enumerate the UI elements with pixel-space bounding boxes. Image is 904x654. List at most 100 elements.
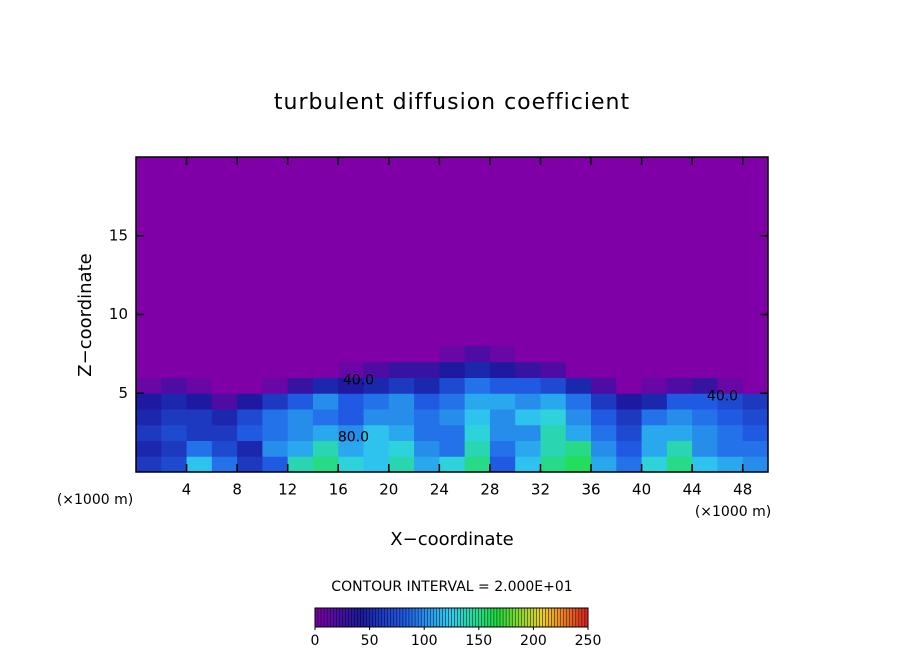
heat-cell xyxy=(312,346,339,363)
heat-cell xyxy=(338,440,365,457)
heat-cell xyxy=(439,456,466,473)
colorbar-strip xyxy=(508,607,513,628)
heat-cell xyxy=(666,377,693,394)
heat-cell xyxy=(388,346,415,363)
heat-cell xyxy=(388,393,415,410)
x-tick-label: 16 xyxy=(329,481,348,499)
heat-cell xyxy=(414,393,440,410)
colorbar-strip xyxy=(527,607,531,628)
heat-cell xyxy=(540,424,567,441)
colorbar-strip xyxy=(560,607,564,628)
heat-cell xyxy=(186,424,213,441)
heat-cell xyxy=(489,440,516,457)
colorbar-strip xyxy=(511,607,516,628)
heat-cell xyxy=(287,409,314,426)
heat-cell xyxy=(515,377,541,394)
heat-cell xyxy=(287,346,314,363)
heat-cell xyxy=(439,346,466,363)
heat-cell xyxy=(565,377,592,394)
colorbar-strip xyxy=(578,607,583,628)
heat-cell xyxy=(262,456,289,473)
heat-cell xyxy=(237,377,263,394)
x-tick-label: 8 xyxy=(232,481,242,499)
heat-cell xyxy=(338,346,365,363)
colorbar-strip xyxy=(345,607,349,628)
heat-cell xyxy=(591,346,617,363)
heat-cell xyxy=(591,377,617,394)
heat-cell xyxy=(338,409,365,426)
heat-cell xyxy=(540,456,567,473)
colorbar-strip xyxy=(363,607,367,628)
heat-cell xyxy=(262,361,289,378)
heat-cell xyxy=(591,361,617,378)
heat-cell xyxy=(363,440,390,457)
heat-cell xyxy=(414,346,440,363)
heat-cell xyxy=(489,377,516,394)
heat-cell xyxy=(388,409,415,426)
heat-cell xyxy=(161,393,188,410)
colorbar-strip xyxy=(551,607,555,628)
heat-cell xyxy=(237,456,263,473)
heat-cell xyxy=(439,409,466,426)
heat-cell xyxy=(464,346,491,363)
heat-cell xyxy=(565,440,592,457)
heat-cell xyxy=(211,424,238,441)
heat-cell xyxy=(161,424,188,441)
heat-cell xyxy=(186,409,213,426)
x-axis-label: X−coordinate xyxy=(390,529,513,550)
y-unit: (×1000 m) xyxy=(57,492,133,508)
heat-cell xyxy=(388,456,415,473)
colorbar-strip xyxy=(448,607,452,628)
heat-cell xyxy=(136,377,162,394)
heat-cell xyxy=(237,440,263,457)
contour-label: 80.0 xyxy=(338,429,369,445)
heat-cell xyxy=(540,393,567,410)
colorbar-strip xyxy=(463,607,467,628)
heat-cell xyxy=(692,361,718,378)
heat-cell xyxy=(717,393,744,410)
heat-cell xyxy=(692,440,718,457)
heat-cell xyxy=(237,361,263,378)
heat-cell xyxy=(136,424,162,441)
colorbar-strip xyxy=(569,607,574,628)
heat-cell xyxy=(515,409,541,426)
heat-cell xyxy=(464,440,491,457)
colorbar-strip xyxy=(417,607,422,628)
heat-cell xyxy=(312,409,339,426)
colorbar-strip xyxy=(499,607,504,628)
heat-cell xyxy=(161,361,188,378)
heat-cell xyxy=(262,424,289,441)
colorbar-strip xyxy=(339,607,343,628)
heat-cell xyxy=(540,409,567,426)
heat-cell xyxy=(666,361,693,378)
heat-cell xyxy=(692,377,718,394)
heat-cell xyxy=(641,377,668,394)
colorbar-strip xyxy=(323,607,328,628)
heat-cell xyxy=(489,361,516,378)
x-tick-label: 28 xyxy=(480,481,499,499)
heat-cell xyxy=(692,409,718,426)
heat-cell xyxy=(338,377,365,394)
colorbar-strip xyxy=(557,607,561,628)
heat-cell xyxy=(161,346,188,363)
colorbar-tick-label: 200 xyxy=(520,633,547,649)
heat-cell xyxy=(186,393,213,410)
x-tick-label: 20 xyxy=(379,481,398,499)
heat-cell xyxy=(692,393,718,410)
heat-cell xyxy=(717,346,744,363)
heat-cell xyxy=(666,456,693,473)
heat-cell xyxy=(287,393,314,410)
heat-cell xyxy=(591,440,617,457)
colorbar-strip xyxy=(342,607,346,628)
y-axis-label: Z−coordinate xyxy=(75,253,96,376)
heat-cell xyxy=(641,361,668,378)
heat-cell xyxy=(338,456,365,473)
heat-cell xyxy=(262,393,289,410)
heat-cell xyxy=(540,346,567,363)
heat-cell xyxy=(565,346,592,363)
colorbar-strip xyxy=(436,607,440,628)
colorbar-strip xyxy=(536,607,540,628)
heat-cell xyxy=(666,440,693,457)
colorbar-strip xyxy=(375,607,379,628)
colorbar-frame xyxy=(314,607,589,628)
